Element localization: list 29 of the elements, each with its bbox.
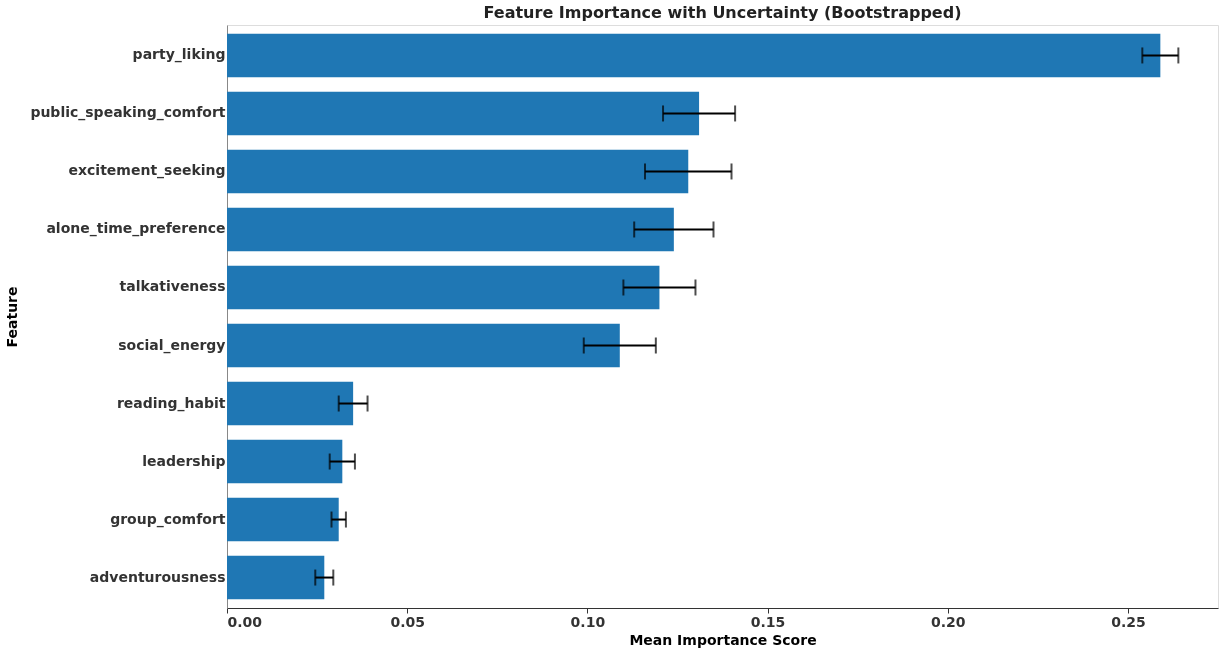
y-tick-label: adventurousness — [89, 568, 226, 585]
y-tick-label: reading_habit — [116, 394, 226, 412]
bar — [227, 33, 1161, 78]
x-axis-title: Mean Importance Score — [629, 631, 817, 648]
y-tick-label: party_liking — [132, 46, 226, 64]
y-tick-label: public_speaking_comfort — [30, 104, 226, 122]
y-tick-label: social_energy — [118, 336, 226, 354]
bar — [227, 381, 354, 426]
y-tick-label: excitement_seeking — [68, 162, 226, 180]
x-tick-label: 0.15 — [750, 613, 786, 630]
bar — [227, 149, 689, 194]
x-tick-label: 0.25 — [1111, 613, 1146, 630]
x-tick-label: 0.20 — [930, 613, 966, 630]
bar — [227, 555, 325, 600]
y-tick-label: alone_time_preference — [46, 220, 226, 238]
bar — [227, 323, 620, 368]
bar — [227, 497, 339, 542]
bar — [227, 265, 660, 310]
x-tick-label: 0.10 — [570, 613, 606, 630]
chart-title: Feature Importance with Uncertainty (Bootstrapped) — [483, 3, 962, 22]
y-axis-title: Feature — [4, 286, 21, 348]
y-tick-label: group_comfort — [110, 510, 226, 528]
x-tick-label: 0.05 — [390, 613, 425, 630]
bar — [227, 91, 700, 136]
bar — [227, 439, 343, 484]
y-tick-label: talkativeness — [119, 278, 226, 295]
x-tick-label: 0.00 — [227, 613, 263, 630]
bar — [227, 207, 674, 252]
y-tick-label: leadership — [142, 452, 226, 469]
